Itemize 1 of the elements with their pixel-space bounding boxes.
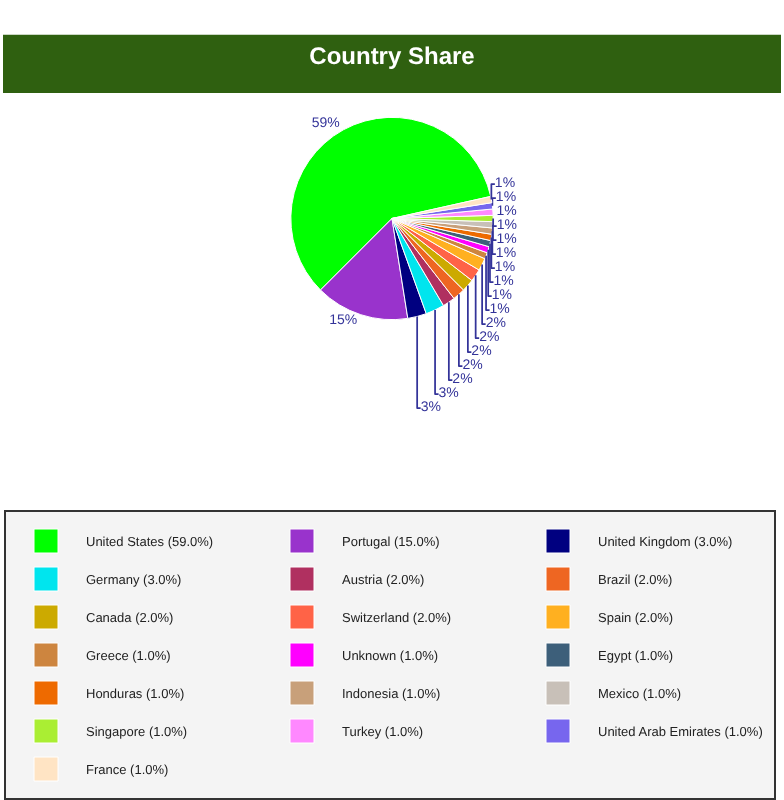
chart-title: Country Share [309, 42, 476, 71]
